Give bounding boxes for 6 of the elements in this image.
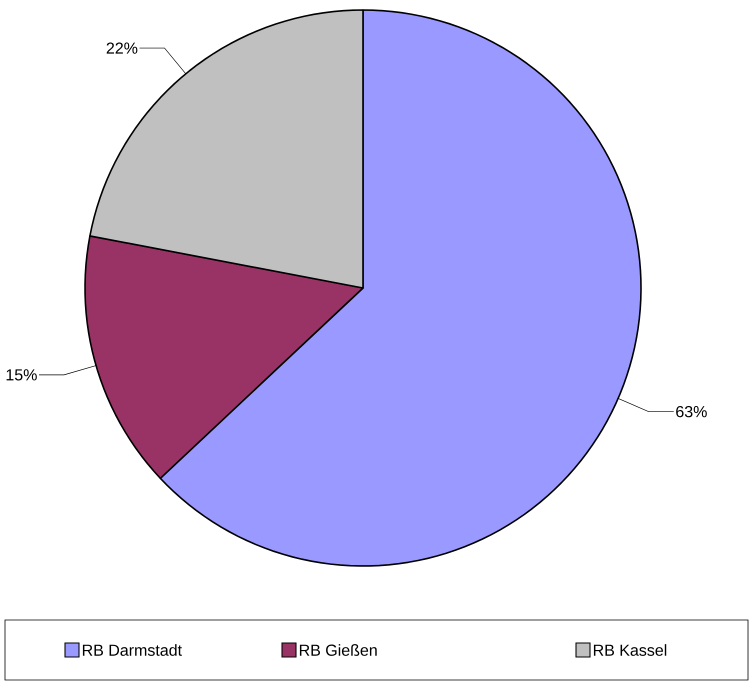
data-label: 22% [106,42,138,54]
legend-label: RB Darmstadt [82,644,182,656]
data-label: 15% [6,369,37,380]
legend-label: RB Gießen [300,644,377,656]
legend-label: RB Kassel [594,644,666,656]
data-label: 63% [676,406,707,418]
